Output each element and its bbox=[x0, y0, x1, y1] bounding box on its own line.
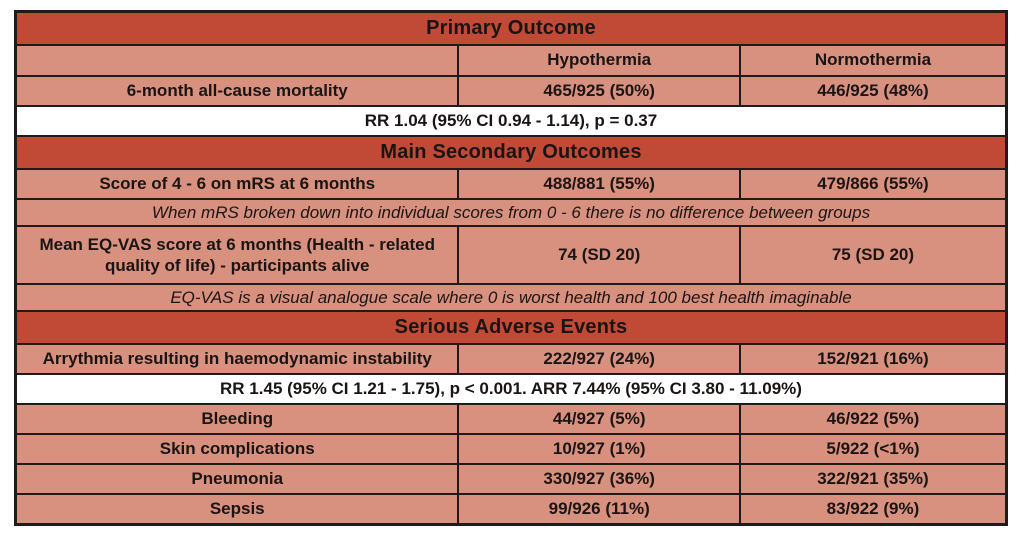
section-title: Serious Adverse Events bbox=[14, 310, 1008, 345]
hypothermia-value: 10/927 (1%) bbox=[457, 433, 741, 465]
normothermia-value: 322/921 (35%) bbox=[738, 463, 1008, 495]
stat-note-text: RR 1.04 (95% CI 0.94 - 1.14), p = 0.37 bbox=[14, 104, 1008, 137]
explanatory-note-text: EQ-VAS is a visual analogue scale where … bbox=[14, 282, 1008, 313]
normothermia-value: 479/866 (55%) bbox=[738, 167, 1008, 200]
table-row-bleeding: Bleeding 44/927 (5%) 46/922 (5%) bbox=[14, 403, 1008, 435]
normothermia-value: 83/922 (9%) bbox=[738, 493, 1008, 525]
stat-note-text: RR 1.45 (95% CI 1.21 - 1.75), p < 0.001.… bbox=[14, 373, 1008, 405]
table-row-eqvas: Mean EQ-VAS score at 6 months (Health - … bbox=[14, 224, 1008, 285]
column-header-metric bbox=[14, 43, 460, 77]
section-header-serious-adverse-events: Serious Adverse Events bbox=[14, 310, 1008, 345]
table-row-skin-complications: Skin complications 10/927 (1%) 5/922 (<1… bbox=[14, 433, 1008, 465]
table-row-mrs: Score of 4 - 6 on mRS at 6 months 488/88… bbox=[14, 167, 1008, 200]
stat-note-adverse-rr: RR 1.45 (95% CI 1.21 - 1.75), p < 0.001.… bbox=[14, 373, 1008, 405]
hypothermia-value: 99/926 (11%) bbox=[457, 493, 741, 525]
table-row-pneumonia: Pneumonia 330/927 (36%) 322/921 (35%) bbox=[14, 463, 1008, 495]
explanatory-note-text: When mRS broken down into individual sco… bbox=[14, 197, 1008, 227]
normothermia-value: 152/921 (16%) bbox=[738, 343, 1008, 375]
hypothermia-value: 44/927 (5%) bbox=[457, 403, 741, 435]
hypothermia-value: 330/927 (36%) bbox=[457, 463, 741, 495]
section-title: Primary Outcome bbox=[14, 10, 1008, 46]
table-row-mortality: 6-month all-cause mortality 465/925 (50%… bbox=[14, 74, 1008, 107]
column-header-row: Hypothermia Normothermia bbox=[14, 43, 1008, 77]
row-label: Bleeding bbox=[14, 403, 460, 435]
section-header-primary-outcome: Primary Outcome bbox=[14, 10, 1008, 46]
row-label: Pneumonia bbox=[14, 463, 460, 495]
hypothermia-value: 488/881 (55%) bbox=[457, 167, 741, 200]
table-row-arrythmia: Arrythmia resulting in haemodynamic inst… bbox=[14, 343, 1008, 375]
row-label: Score of 4 - 6 on mRS at 6 months bbox=[14, 167, 460, 200]
hypothermia-value: 222/927 (24%) bbox=[457, 343, 741, 375]
column-header-hypothermia: Hypothermia bbox=[457, 43, 741, 77]
hypothermia-value: 465/925 (50%) bbox=[457, 74, 741, 107]
normothermia-value: 5/922 (<1%) bbox=[738, 433, 1008, 465]
hypothermia-value: 74 (SD 20) bbox=[457, 224, 741, 285]
row-label: Arrythmia resulting in haemodynamic inst… bbox=[14, 343, 460, 375]
normothermia-value: 446/925 (48%) bbox=[738, 74, 1008, 107]
normothermia-value: 46/922 (5%) bbox=[738, 403, 1008, 435]
explanatory-note-mrs: When mRS broken down into individual sco… bbox=[14, 197, 1008, 227]
table-row-sepsis: Sepsis 99/926 (11%) 83/922 (9%) bbox=[14, 493, 1008, 525]
row-label: 6-month all-cause mortality bbox=[14, 74, 460, 107]
section-title: Main Secondary Outcomes bbox=[14, 134, 1008, 170]
row-label: Mean EQ-VAS score at 6 months (Health - … bbox=[14, 224, 460, 285]
row-label: Sepsis bbox=[14, 493, 460, 525]
stat-note-primary-rr: RR 1.04 (95% CI 0.94 - 1.14), p = 0.37 bbox=[14, 104, 1008, 137]
row-label: Skin complications bbox=[14, 433, 460, 465]
column-header-normothermia: Normothermia bbox=[738, 43, 1008, 77]
explanatory-note-eqvas: EQ-VAS is a visual analogue scale where … bbox=[14, 282, 1008, 313]
outcomes-table: Primary Outcome Hypothermia Normothermia… bbox=[14, 10, 1008, 526]
normothermia-value: 75 (SD 20) bbox=[738, 224, 1008, 285]
section-header-secondary-outcomes: Main Secondary Outcomes bbox=[14, 134, 1008, 170]
